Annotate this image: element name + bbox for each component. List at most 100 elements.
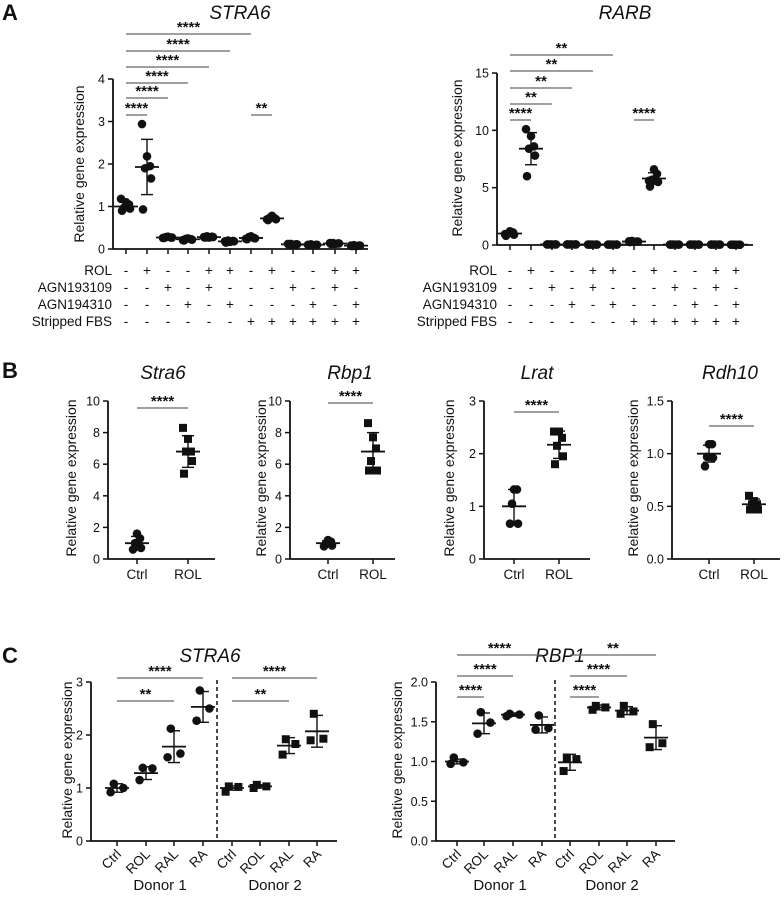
chart-stra6: Stra6 Relative gene expression 0 2 4 6 8 10 Ctrl… (63, 363, 215, 582)
y-tick-label: 0 (469, 553, 476, 567)
data-point (745, 491, 753, 500)
significance-label: ** (607, 640, 619, 657)
x-category-label: Ctrl (504, 567, 525, 582)
condition-value: + (164, 280, 172, 295)
condition-value: - (311, 280, 316, 295)
condition-value: - (270, 280, 275, 295)
significance-label: **** (125, 100, 149, 117)
condition-value: + (671, 314, 679, 329)
condition-value: + (609, 263, 617, 278)
data-point (163, 752, 172, 762)
x-category-label: Ctrl (99, 847, 124, 872)
data-point (138, 763, 148, 773)
group-3 (540, 240, 564, 249)
x-category-label: ROL (359, 567, 387, 582)
condition-value: + (331, 314, 339, 329)
data-point (306, 736, 315, 745)
condition-value: - (249, 280, 254, 295)
y-tick-label: 0 (482, 239, 489, 253)
y-tick-label: 4 (98, 73, 105, 87)
x-category-label: ROL (123, 846, 154, 877)
condition-value: + (712, 280, 720, 295)
condition-value: + (289, 280, 297, 295)
x-category-label: RAL (267, 846, 297, 876)
y-tick-label: 5 (482, 181, 489, 195)
group-6 (601, 240, 625, 249)
group-1 (697, 439, 721, 471)
chart-title: Rdh10 (702, 363, 758, 384)
x-category-label: Ctrl (552, 847, 577, 872)
condition-value: - (508, 263, 513, 278)
group-11 (704, 240, 728, 249)
condition-value: - (632, 280, 637, 295)
y-tick-label: 3 (98, 115, 105, 129)
group-1 (445, 753, 469, 769)
condition-value: - (652, 280, 657, 295)
data-point (106, 787, 115, 797)
chart-title: RARB (599, 3, 652, 24)
significance-label: **** (509, 105, 533, 122)
data-point (522, 171, 532, 181)
condition-value: - (673, 263, 678, 278)
y-tick-label: 1.0 (647, 447, 664, 461)
group-4 (560, 240, 584, 249)
y-tick-label: 1.0 (411, 755, 428, 769)
group-9 (281, 239, 305, 250)
condition-label: ROL (84, 263, 112, 278)
data-point (562, 753, 571, 762)
condition-value: + (568, 297, 576, 312)
significance-label: ** (255, 686, 267, 703)
significance-label: **** (148, 663, 172, 680)
data-point (205, 704, 214, 713)
significance-label: ** (535, 73, 547, 90)
x-category-label: Ctrl (318, 567, 339, 582)
group-5 (197, 231, 221, 242)
y-axis-label: Relative gene expression (625, 399, 641, 556)
condition-value: - (270, 297, 275, 312)
condition-value: - (145, 297, 150, 312)
condition-value: - (591, 314, 596, 329)
condition-value: + (609, 297, 617, 312)
significance-label: **** (156, 52, 180, 69)
data-point (572, 755, 581, 764)
x-category-label: ROL (237, 846, 268, 877)
condition-value: + (527, 263, 535, 278)
condition-label: AGN194310 (423, 297, 497, 312)
condition-value: - (228, 314, 233, 329)
condition-value: + (352, 297, 360, 312)
x-category-label: ROL (740, 567, 768, 582)
condition-label: Stripped FBS (417, 314, 497, 329)
condition-value: - (145, 280, 150, 295)
y-tick-label: 0 (98, 243, 105, 257)
significance-label: **** (135, 83, 159, 100)
y-tick-label: 1 (98, 200, 105, 214)
group-8 (260, 211, 284, 225)
chart-title: Lrat (521, 363, 554, 384)
y-axis-label: Relative gene expression (59, 681, 75, 838)
condition-value: - (166, 263, 171, 278)
data-point (180, 469, 188, 478)
group-7 (622, 236, 646, 247)
condition-value: + (226, 297, 234, 312)
condition-value: + (732, 314, 740, 329)
condition-value: - (673, 297, 678, 312)
data-point (309, 709, 318, 718)
data-point (188, 457, 196, 466)
significance-label: ** (546, 56, 558, 73)
data-point (148, 764, 157, 773)
y-tick-label: 10 (268, 395, 282, 409)
significance-label: **** (263, 663, 287, 680)
condition-value: + (352, 314, 360, 329)
significance-label: **** (525, 397, 549, 414)
group-4 (530, 711, 554, 734)
y-tick-label: 2.0 (411, 676, 428, 690)
data-point (473, 729, 482, 738)
y-tick-label: 10 (475, 124, 489, 138)
condition-value: - (186, 314, 191, 329)
condition-label: Stripped FBS (32, 314, 112, 329)
y-tick-label: 2 (98, 158, 105, 172)
condition-value: + (650, 263, 658, 278)
significance-label: **** (720, 411, 744, 428)
